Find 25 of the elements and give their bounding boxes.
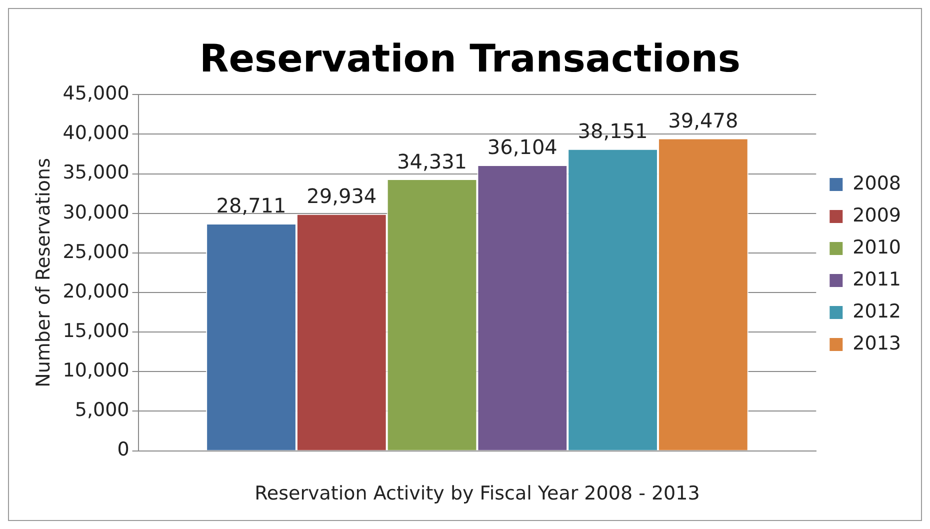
y-tick-label: 35,000 bbox=[62, 162, 130, 184]
y-axis-title: Number of Reservations bbox=[32, 158, 54, 388]
legend-label: 2008 bbox=[852, 172, 902, 194]
y-tick-label: 5,000 bbox=[74, 399, 130, 422]
y-tick-label: 45,000 bbox=[62, 82, 130, 105]
data-label: 28,711 bbox=[216, 194, 286, 218]
legend-label: 2012 bbox=[852, 300, 902, 322]
legend-label: 2013 bbox=[852, 332, 902, 354]
data-label: 38,151 bbox=[578, 119, 648, 144]
x-axis-title: Reservation Activity by Fiscal Year 2008 - 2013 bbox=[254, 482, 700, 505]
y-tick-label: 0 bbox=[117, 438, 130, 461]
legend-label: 2010 bbox=[852, 236, 902, 258]
data-label: 29,934 bbox=[306, 184, 377, 208]
data-label: 34,331 bbox=[397, 149, 468, 174]
legend-label: 2011 bbox=[852, 268, 902, 290]
y-tick-label: 40,000 bbox=[62, 122, 130, 144]
data-label: 39,478 bbox=[668, 108, 738, 133]
y-tick-label: 25,000 bbox=[62, 240, 130, 263]
y-tick-label: 10,000 bbox=[62, 360, 130, 382]
legend-label: 2009 bbox=[852, 204, 902, 226]
chart-title: Reservation Transactions bbox=[199, 36, 741, 81]
y-tick-label: 15,000 bbox=[62, 320, 130, 342]
y-tick-label: 20,000 bbox=[62, 280, 130, 302]
data-label: 36,104 bbox=[487, 135, 558, 160]
y-tick-label: 30,000 bbox=[62, 201, 130, 224]
